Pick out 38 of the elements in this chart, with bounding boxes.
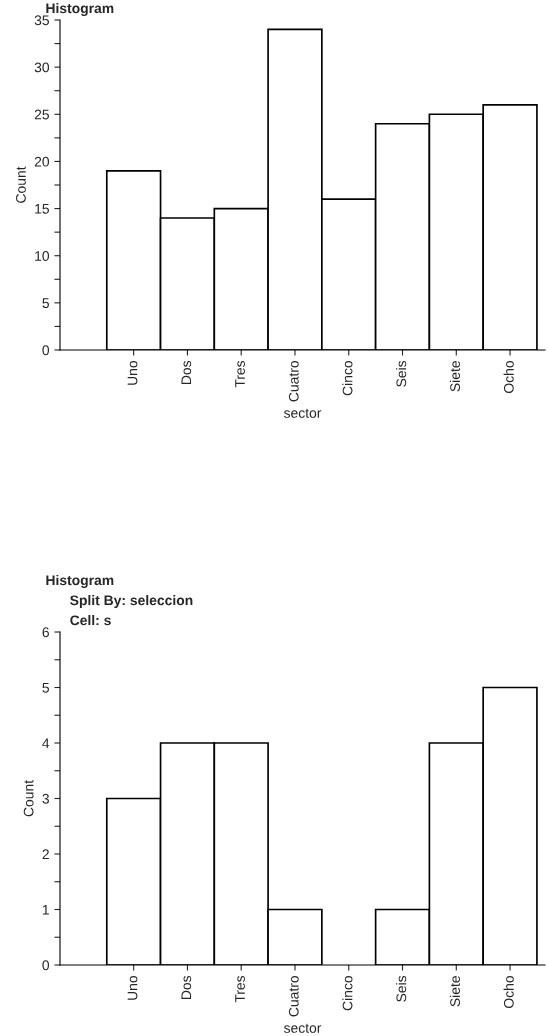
y-tick-label: 30 xyxy=(34,62,50,73)
y-axis-title: Count xyxy=(16,166,26,203)
x-tick-label: Ocho xyxy=(503,976,514,1008)
x-tick-label: Siete xyxy=(449,361,461,392)
x-axis-title: sector xyxy=(283,408,322,418)
chart-title: Histogram xyxy=(46,2,114,16)
y-axis-title: Count xyxy=(23,780,34,817)
chart-subtitle: Split By: seleccion Cell: s xyxy=(70,595,193,626)
x-tick-label: Seis xyxy=(396,360,407,387)
x-tick-label: Uno xyxy=(127,361,138,385)
x-tick-label: Cuatro xyxy=(288,361,299,402)
x-tick-label: Cinco xyxy=(342,976,353,1011)
y-tick-label: 2 xyxy=(42,849,49,860)
x-tick-label: Uno xyxy=(127,976,138,1000)
y-tick-label: 6 xyxy=(42,627,49,638)
y-tick-label: 20 xyxy=(34,156,50,167)
x-tick-label: Tres xyxy=(235,975,245,1003)
y-tick-label: 4 xyxy=(42,738,50,749)
y-tick-label: 25 xyxy=(34,109,49,120)
x-tick-label: Tres xyxy=(235,360,245,388)
x-tick-label: Seis xyxy=(396,975,407,1002)
y-tick-label: 0 xyxy=(42,960,50,971)
y-tick-label: 10 xyxy=(35,251,50,261)
x-tick-label: Dos xyxy=(181,975,192,999)
x-tick-label: Siete xyxy=(449,976,461,1007)
y-tick-label: 5 xyxy=(42,682,49,693)
x-tick-label: Dos xyxy=(181,360,192,384)
x-axis-title: sector xyxy=(283,1023,322,1033)
x-tick-label: Ocho xyxy=(503,361,514,393)
y-tick-label: 35 xyxy=(34,15,49,26)
y-tick-label: 1 xyxy=(42,904,49,915)
y-tick-label: 15 xyxy=(35,204,49,214)
x-tick-label: Cinco xyxy=(342,361,353,396)
y-tick-label: 5 xyxy=(42,298,49,309)
y-tick-label: 3 xyxy=(42,793,49,804)
x-tick-label: Cuatro xyxy=(288,976,299,1017)
y-tick-label: 0 xyxy=(42,345,50,356)
chart-title: Histogram xyxy=(46,574,114,588)
